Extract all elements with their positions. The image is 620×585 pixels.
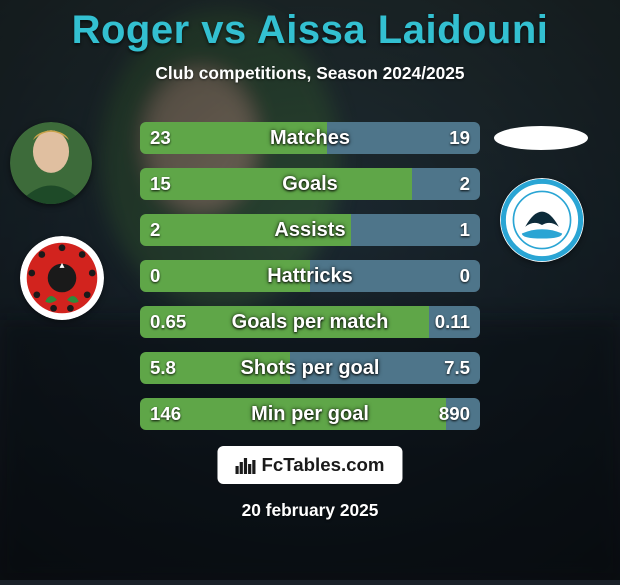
stat-bar-left: 0	[140, 260, 310, 292]
stat-row: 00Hattricks	[140, 260, 480, 292]
stat-value-left: 0.65	[140, 311, 196, 333]
stat-bar-right: 19	[327, 122, 480, 154]
stat-row: 5.87.5Shots per goal	[140, 352, 480, 384]
stat-value-left: 146	[140, 403, 191, 425]
stat-bar-left: 15	[140, 168, 412, 200]
stat-row: 146890Min per goal	[140, 398, 480, 430]
title-vs: vs	[201, 8, 247, 52]
stat-value-right: 0	[450, 265, 480, 287]
stat-value-right: 2	[450, 173, 480, 195]
stat-bar-left: 0.65	[140, 306, 429, 338]
subtitle: Club competitions, Season 2024/2025	[0, 63, 620, 84]
title-right: Aissa Laidouni	[257, 8, 549, 52]
stat-bar-left: 5.8	[140, 352, 290, 384]
stat-bar-left: 146	[140, 398, 446, 430]
stat-bar-track: 0.650.11Goals per match	[140, 306, 480, 338]
date-text: 20 february 2025	[0, 500, 620, 521]
stat-value-right: 19	[439, 127, 480, 149]
stat-value-right: 890	[429, 403, 480, 425]
stat-bar-track: 00Hattricks	[140, 260, 480, 292]
stat-bar-right: 1	[351, 214, 480, 246]
stat-row: 0.650.11Goals per match	[140, 306, 480, 338]
stat-bar-right: 7.5	[290, 352, 480, 384]
fctables-badge-text: FcTables.com	[261, 454, 384, 476]
content-root: Roger vs Aissa Laidouni Club competition…	[0, 0, 620, 580]
page-title: Roger vs Aissa Laidouni	[0, 0, 620, 53]
stat-value-left: 15	[140, 173, 181, 195]
stat-value-right: 1	[450, 219, 480, 241]
player-left-avatar	[10, 122, 92, 204]
stat-bar-left: 2	[140, 214, 351, 246]
stat-value-left: 5.8	[140, 357, 186, 379]
stat-bar-left: 23	[140, 122, 327, 154]
stat-row: 152Goals	[140, 168, 480, 200]
stat-value-left: 2	[140, 219, 170, 241]
club-left-logo-svg	[20, 236, 104, 320]
stat-value-right: 0.11	[425, 311, 480, 333]
stat-value-left: 23	[140, 127, 181, 149]
stat-bar-right: 0.11	[429, 306, 480, 338]
stat-row: 2319Matches	[140, 122, 480, 154]
stat-bar-track: 5.87.5Shots per goal	[140, 352, 480, 384]
stat-bar-right: 0	[310, 260, 480, 292]
stat-row: 21Assists	[140, 214, 480, 246]
fctables-badge: FcTables.com	[217, 446, 402, 484]
player-right-avatar-placeholder	[494, 126, 588, 150]
stat-bar-right: 890	[446, 398, 480, 430]
fctables-icon	[235, 456, 255, 474]
title-left: Roger	[72, 8, 190, 52]
stat-bar-right: 2	[412, 168, 480, 200]
club-right-logo	[500, 178, 584, 262]
stat-value-right: 7.5	[434, 357, 480, 379]
stat-bar-track: 2319Matches	[140, 122, 480, 154]
club-right-logo-svg	[500, 178, 584, 262]
stat-bar-track: 146890Min per goal	[140, 398, 480, 430]
stat-bar-track: 152Goals	[140, 168, 480, 200]
comparison-bars: 2319Matches152Goals21Assists00Hattricks0…	[140, 122, 480, 444]
stat-bar-track: 21Assists	[140, 214, 480, 246]
player-left-avatar-svg	[10, 122, 92, 204]
stat-value-left: 0	[140, 265, 170, 287]
club-left-logo	[20, 236, 104, 320]
